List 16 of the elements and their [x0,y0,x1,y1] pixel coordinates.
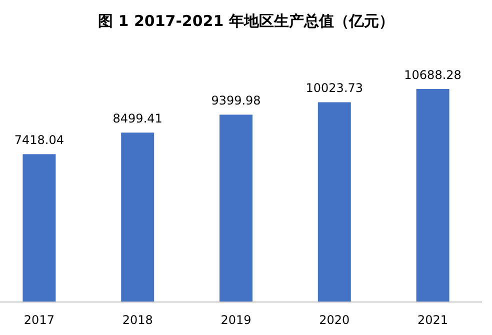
bar [121,132,154,302]
data-label: 9399.98 [211,94,261,108]
x-tick-label: 2017 [24,313,54,327]
data-label: 10688.28 [404,68,462,82]
x-tick-label: 2020 [319,313,350,327]
bar [318,102,351,302]
bar [416,89,450,302]
data-label: 7418.04 [14,133,64,148]
x-tick-label: 2019 [220,313,252,327]
x-tick-label: 2021 [418,313,448,327]
data-label: 8499.41 [112,112,162,126]
x-tick-label: 2018 [122,313,153,327]
bar [22,154,56,302]
bar [220,114,252,302]
data-label: 10023.73 [306,81,364,96]
chart-title: 图 1 2017-2021 年地区生产总值（亿元） [98,12,394,30]
